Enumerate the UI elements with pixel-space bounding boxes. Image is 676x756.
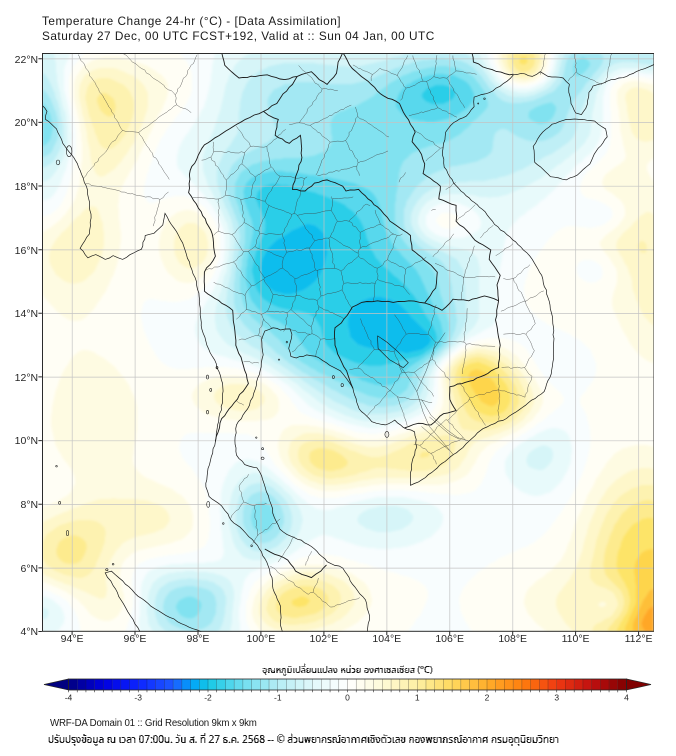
svg-text:3: 3	[554, 693, 559, 703]
svg-text:0: 0	[345, 693, 350, 703]
svg-text:2: 2	[485, 693, 490, 703]
svg-text:4: 4	[624, 693, 629, 703]
svg-text:1: 1	[415, 693, 420, 703]
svg-text:-2: -2	[204, 693, 212, 703]
svg-text:-1: -1	[274, 693, 282, 703]
svg-text:-4: -4	[65, 693, 73, 703]
svg-text:-3: -3	[134, 693, 142, 703]
